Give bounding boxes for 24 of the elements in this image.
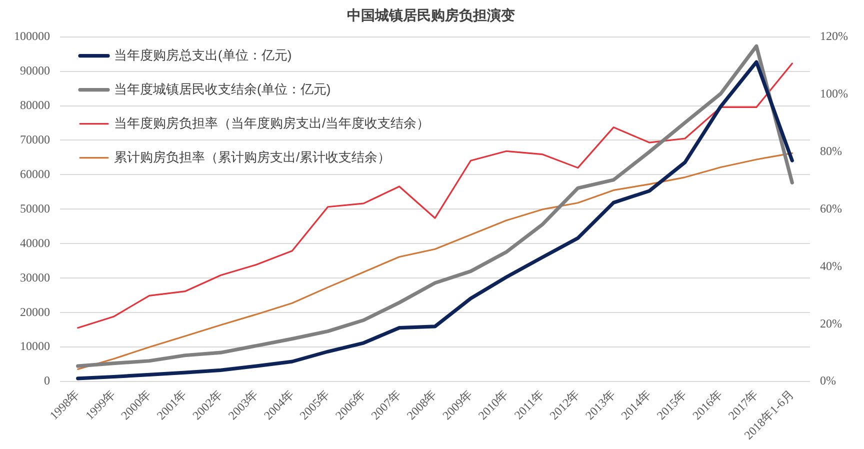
legend-label: 当年度购房负担率（当年度购房支出/当年度收支结余） xyxy=(114,115,430,130)
y-tick-label: 70000 xyxy=(20,132,50,146)
y2-tick-label: 80% xyxy=(820,144,842,158)
y-tick-label: 20000 xyxy=(20,304,50,319)
legend-label: 当年度购房总支出(单位：亿元) xyxy=(114,47,292,62)
y-tick-label: 100000 xyxy=(14,28,50,43)
y-tick-label: 0 xyxy=(44,374,50,388)
y2-tick-label: 40% xyxy=(820,258,842,273)
chart-title: 中国城镇居民购房负担演变 xyxy=(347,7,515,24)
y-tick-label: 50000 xyxy=(20,201,50,216)
y2-tick-label: 60% xyxy=(820,201,842,216)
y-tick-label: 80000 xyxy=(20,98,50,112)
y2-tick-label: 0% xyxy=(820,374,836,388)
y2-tick-label: 100% xyxy=(820,86,848,100)
y-tick-label: 60000 xyxy=(20,166,50,181)
y2-tick-label: 120% xyxy=(820,28,848,43)
legend-label: 当年度城镇居民收支结余(单位：亿元) xyxy=(114,81,331,96)
y-tick-label: 10000 xyxy=(20,339,50,354)
y-tick-label: 90000 xyxy=(20,63,50,78)
legend-label: 累计购房负担率（累计购房支出/累计收支结余） xyxy=(114,149,391,164)
y-tick-label: 40000 xyxy=(20,236,50,250)
y2-tick-label: 20% xyxy=(820,316,842,330)
x-tick-label: 2011年 xyxy=(511,387,546,422)
y-tick-label: 30000 xyxy=(20,270,50,284)
